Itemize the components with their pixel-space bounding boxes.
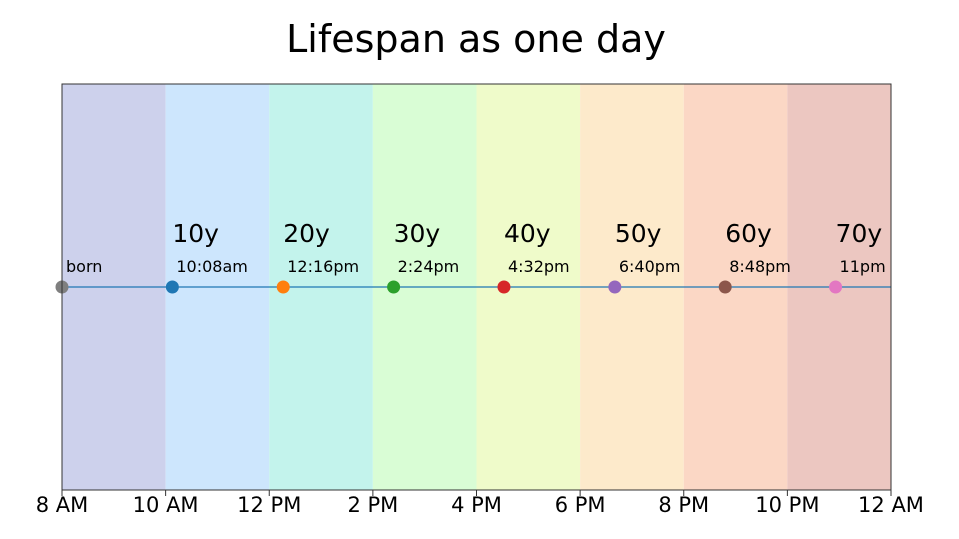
milestone-age-label-4: 40y bbox=[504, 219, 551, 248]
milestone-time-label-0: born bbox=[66, 257, 102, 276]
milestone-point-1 bbox=[165, 280, 179, 294]
x-tick-label-8: 12 AM bbox=[858, 493, 924, 517]
milestone-age-label-7: 70y bbox=[836, 219, 883, 248]
milestone-time-label-3: 2:24pm bbox=[398, 257, 460, 276]
x-tick-label-5: 6 PM bbox=[555, 493, 606, 517]
x-tick-label-1: 10 AM bbox=[133, 493, 199, 517]
x-tick-label-0: 8 AM bbox=[36, 493, 89, 517]
milestone-point-7 bbox=[829, 280, 843, 294]
x-tick-label-6: 8 PM bbox=[658, 493, 709, 517]
milestone-labels: born 10y 10:08am 20y 12:16pm 30y 2:24pm 40y 4:32… bbox=[66, 219, 886, 276]
x-tick-label-4: 4 PM bbox=[451, 493, 502, 517]
milestone-age-label-1: 10y bbox=[172, 219, 219, 248]
milestone-point-5 bbox=[608, 280, 622, 294]
milestone-time-label-5: 6:40pm bbox=[619, 257, 681, 276]
milestone-point-4 bbox=[497, 280, 511, 294]
milestone-points bbox=[55, 280, 843, 294]
x-tick-label-7: 10 PM bbox=[755, 493, 819, 517]
milestone-time-label-6: 8:48pm bbox=[729, 257, 791, 276]
milestone-age-label-6: 60y bbox=[725, 219, 772, 248]
x-tick-label-2: 12 PM bbox=[237, 493, 301, 517]
milestone-age-label-3: 30y bbox=[394, 219, 441, 248]
milestone-age-label-2: 20y bbox=[283, 219, 330, 248]
milestone-age-label-5: 50y bbox=[615, 219, 662, 248]
milestone-point-6 bbox=[718, 280, 732, 294]
x-tick-label-3: 2 PM bbox=[347, 493, 398, 517]
x-axis-ticks: 8 AM 10 AM 12 PM 2 PM 4 PM 6 PM 8 PM 10 PM 12 AM bbox=[36, 490, 924, 517]
chart-title: Lifespan as one day bbox=[286, 17, 666, 61]
milestone-point-2 bbox=[276, 280, 290, 294]
milestone-point-3 bbox=[387, 280, 401, 294]
milestone-time-label-7: 11pm bbox=[840, 257, 886, 276]
milestone-time-label-1: 10:08am bbox=[176, 257, 248, 276]
milestone-time-label-4: 4:32pm bbox=[508, 257, 570, 276]
milestone-time-label-2: 12:16pm bbox=[287, 257, 359, 276]
